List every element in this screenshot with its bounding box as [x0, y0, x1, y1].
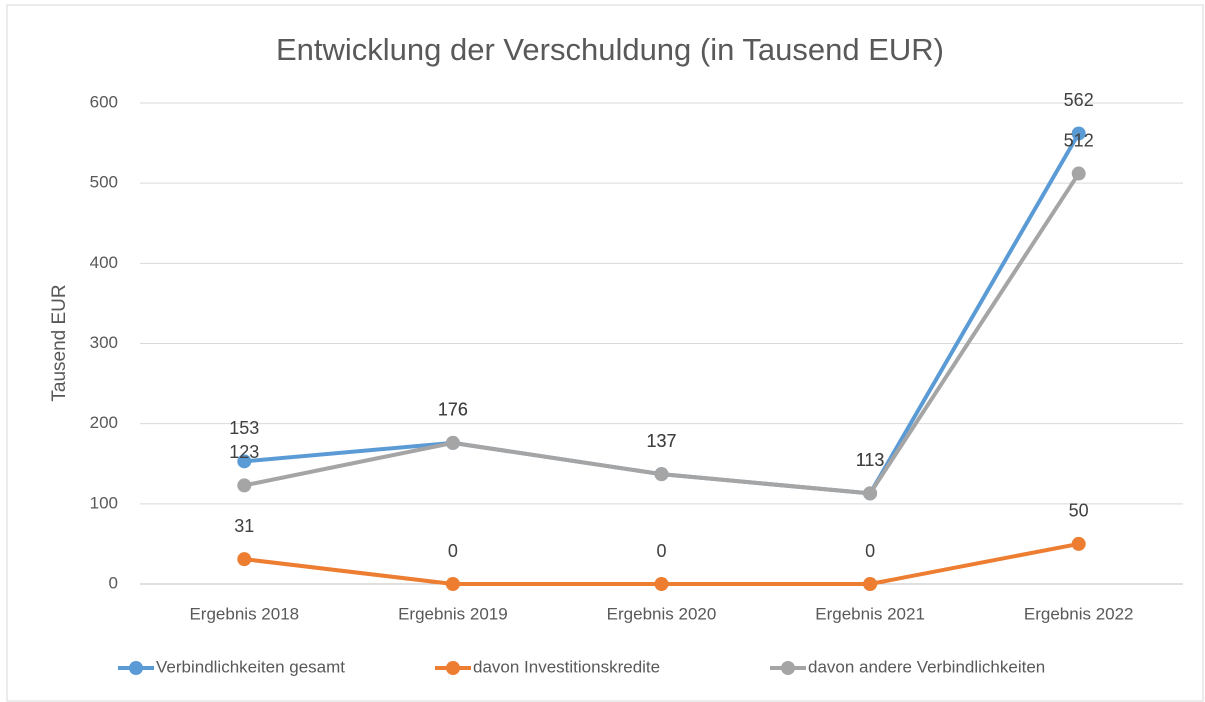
data-label: 0: [865, 541, 875, 561]
legend-label: davon Investitionskredite: [473, 657, 660, 676]
point-marker: [1071, 126, 1086, 141]
x-tick-label: Ergebnis 2020: [607, 604, 717, 623]
y-tick-label: 600: [90, 92, 118, 111]
point-marker: [1071, 536, 1086, 551]
data-label: 562: [1064, 90, 1094, 110]
data-label: 113: [856, 450, 885, 470]
data-label: 512: [1064, 130, 1094, 150]
chart-frame: [6, 4, 1204, 702]
data-label: 176: [438, 400, 468, 420]
point-marker: [237, 552, 252, 567]
data-label: 113: [856, 450, 885, 470]
x-tick-label: Ergebnis 2022: [1024, 604, 1134, 623]
legend-marker: [446, 661, 460, 675]
point-marker: [237, 478, 252, 493]
x-tick-label: Ergebnis 2021: [815, 604, 925, 623]
legend-label: Verbindlichkeiten gesamt: [156, 657, 345, 676]
y-tick-label: 200: [90, 413, 118, 432]
point-marker: [863, 577, 878, 591]
data-label: 176: [438, 400, 468, 420]
point-marker: [863, 486, 878, 501]
data-label: 137: [646, 431, 676, 451]
point-marker: [237, 454, 252, 469]
point-marker: [1071, 166, 1086, 181]
y-tick-label: 300: [90, 333, 118, 352]
y-tick-label: 400: [90, 253, 118, 272]
point-marker: [654, 577, 669, 591]
x-tick-label: Ergebnis 2018: [189, 604, 299, 623]
point-marker: [445, 577, 460, 591]
y-tick-label: 0: [109, 573, 118, 592]
data-label: 0: [448, 541, 458, 561]
y-tick-label: 500: [90, 173, 118, 192]
chart-title: Entwicklung der Verschuldung (in Tausend…: [276, 32, 944, 67]
point-marker: [654, 467, 669, 482]
legend-marker: [781, 661, 795, 675]
data-label: 137: [646, 431, 676, 451]
point-marker: [445, 435, 460, 450]
x-tick-label: Ergebnis 2019: [398, 604, 508, 623]
y-axis-label: Tausend EUR: [49, 284, 70, 401]
data-label: 31: [234, 516, 254, 536]
legend-marker: [129, 661, 143, 675]
data-label: 50: [1069, 501, 1089, 521]
data-label: 153: [229, 418, 259, 438]
y-tick-label: 100: [90, 493, 118, 512]
data-label: 123: [229, 442, 259, 462]
data-label: 0: [656, 541, 666, 561]
legend-label: davon andere Verbindlichkeiten: [808, 657, 1045, 676]
